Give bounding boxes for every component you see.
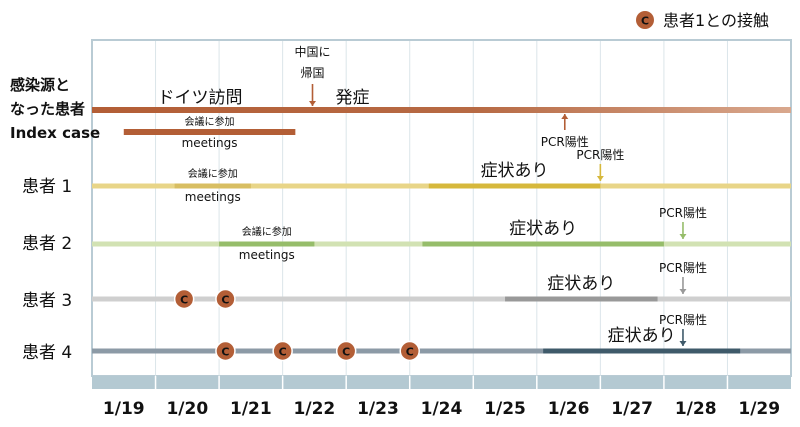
segment-label-symptom: 症状あり xyxy=(608,326,676,346)
x-tick-label: 1/28 xyxy=(675,399,717,419)
pcr-arrow-head xyxy=(679,289,687,294)
row-label: 患者 2 xyxy=(22,234,72,254)
row-label: 感染源と xyxy=(10,76,70,94)
row-label: 患者 4 xyxy=(22,343,72,363)
pcr-arrow-head xyxy=(679,341,687,346)
row-segment xyxy=(428,183,601,189)
arrow-label: PCR陽性 xyxy=(659,261,707,275)
segment-label-symptom: 症状あり xyxy=(509,219,577,239)
x-tick-label: 1/19 xyxy=(103,399,145,419)
contact-badge-icon xyxy=(335,340,357,362)
index-annotation: ドイツ訪問 xyxy=(158,88,243,108)
arrow-label: PCR陽性 xyxy=(659,313,707,327)
row-segment xyxy=(543,348,741,354)
row-segment xyxy=(505,296,658,302)
legend-contact-badge-icon xyxy=(636,11,654,29)
arrow-label: 帰国 xyxy=(300,66,324,80)
x-tick-label: 1/23 xyxy=(357,399,399,419)
contact-badge-icon xyxy=(399,340,420,362)
meeting-label: meetings xyxy=(182,136,238,150)
x-tick-label: 1/26 xyxy=(548,399,590,419)
x-tick-label: 1/21 xyxy=(230,399,272,419)
row-label: 患者 3 xyxy=(22,291,72,311)
x-tick-label: 1/24 xyxy=(421,399,463,419)
contact-badge-letter: C xyxy=(221,294,229,307)
return-arrow-head xyxy=(309,101,317,106)
row-segment xyxy=(422,241,664,247)
legend-badge-letter: C xyxy=(641,15,649,28)
row-label: 患者 1 xyxy=(22,177,72,197)
segment-label-meetings: meetings xyxy=(185,190,241,204)
contact-badge-icon xyxy=(215,340,236,362)
pcr-arrow-head xyxy=(596,176,604,181)
segment-label-symptom: 症状あり xyxy=(481,161,549,181)
contact-badge-letter: C xyxy=(342,346,350,359)
contact-badge-letter: C xyxy=(279,346,287,359)
row-segment xyxy=(219,241,315,247)
row-base-bar xyxy=(92,348,791,354)
pcr-arrow-head xyxy=(561,114,569,119)
arrow-label: PCR陽性 xyxy=(576,148,624,162)
x-tick-label: 1/22 xyxy=(294,399,336,419)
contact-badge-letter: C xyxy=(180,294,188,307)
x-tick-label: 1/20 xyxy=(166,399,208,419)
row-label: Index case xyxy=(10,124,100,142)
meeting-bar xyxy=(123,129,296,135)
pcr-arrow-head xyxy=(679,234,687,239)
index-annotation: 発症 xyxy=(336,88,370,108)
arrow-label: PCR陽性 xyxy=(541,135,589,149)
row-segment xyxy=(174,183,251,189)
contact-badge-letter: C xyxy=(406,346,414,359)
arrow-label: 中国に xyxy=(294,44,330,59)
segment-label-symptom: 症状あり xyxy=(547,274,615,294)
contact-badge-icon xyxy=(215,288,236,310)
arrow-label: PCR陽性 xyxy=(659,206,707,220)
segment-label-small: 会議に参加 xyxy=(242,225,292,238)
x-tick-label: 1/25 xyxy=(484,399,526,419)
axis-band xyxy=(92,376,791,389)
segment-label-small: 会議に参加 xyxy=(188,167,238,180)
contact-badge-icon xyxy=(272,340,293,362)
contact-badge-icon xyxy=(173,288,195,310)
meeting-label-small: 会議に参加 xyxy=(185,115,235,128)
x-tick-label: 1/27 xyxy=(611,399,653,419)
x-tick-label: 1/29 xyxy=(738,399,780,419)
contact-badge-letter: C xyxy=(221,346,229,359)
legend-label: 患者1との接触 xyxy=(663,11,769,30)
row-label: なった患者 xyxy=(10,100,85,118)
row-base-bar xyxy=(92,107,791,113)
row-base-bar xyxy=(92,296,791,302)
segment-label-meetings: meetings xyxy=(239,248,295,262)
